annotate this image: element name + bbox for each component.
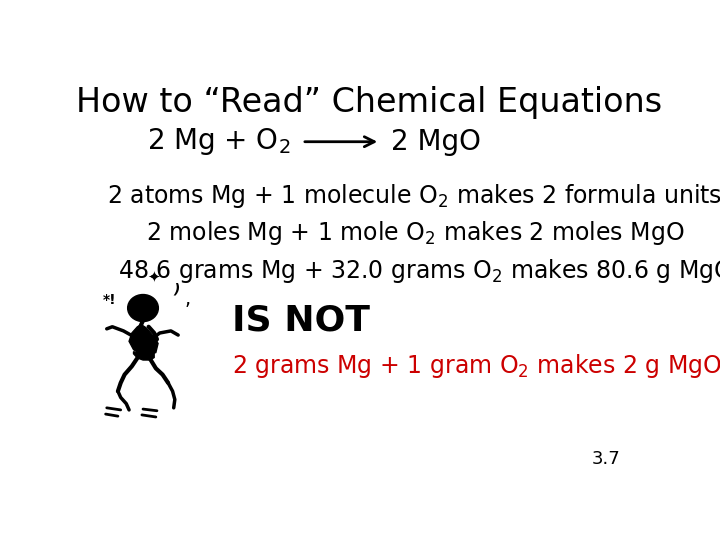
Polygon shape — [129, 325, 158, 355]
Text: ,: , — [184, 290, 191, 309]
Text: 3.7: 3.7 — [591, 450, 620, 468]
Text: 2 grams Mg + 1 gram O$_2$ makes 2 g MgO: 2 grams Mg + 1 gram O$_2$ makes 2 g MgO — [233, 352, 720, 380]
Text: IS NOT: IS NOT — [233, 303, 370, 338]
Text: 2 Mg + O$_2$: 2 Mg + O$_2$ — [148, 126, 291, 157]
Text: 2 atoms Mg + 1 molecule O$_2$ makes 2 formula units MgO: 2 atoms Mg + 1 molecule O$_2$ makes 2 fo… — [107, 182, 720, 210]
Text: *!: *! — [103, 293, 117, 307]
Text: 2 moles Mg + 1 mole O$_2$ makes 2 moles MgO: 2 moles Mg + 1 mole O$_2$ makes 2 moles … — [145, 219, 684, 247]
Text: 2 MgO: 2 MgO — [392, 128, 481, 156]
Text: ): ) — [174, 282, 180, 296]
Text: How to “Read” Chemical Equations: How to “Read” Chemical Equations — [76, 85, 662, 119]
Polygon shape — [133, 352, 154, 360]
Ellipse shape — [127, 294, 158, 321]
Text: 48.6 grams Mg + 32.0 grams O$_2$ makes 80.6 g MgO: 48.6 grams Mg + 32.0 grams O$_2$ makes 8… — [118, 256, 720, 285]
Text: ✦: ✦ — [148, 269, 161, 285]
